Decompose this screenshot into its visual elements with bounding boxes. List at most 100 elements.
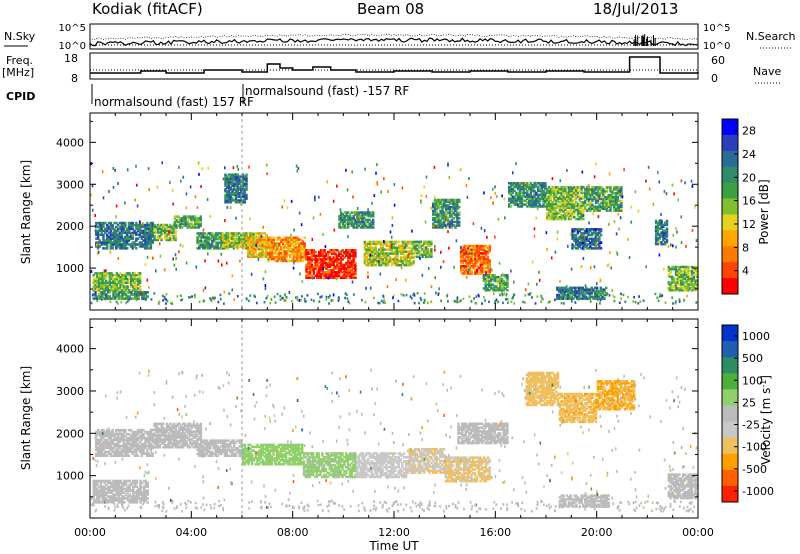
heatmap-cell bbox=[252, 240, 255, 243]
heatmap-cell bbox=[131, 221, 134, 225]
heatmap-cell bbox=[92, 285, 95, 288]
heatmap-cell bbox=[241, 245, 245, 248]
heatmap-cell bbox=[227, 199, 231, 202]
heatmap-cell bbox=[241, 234, 245, 237]
heatmap-cell bbox=[96, 231, 100, 235]
noise-cell bbox=[296, 169, 299, 173]
heatmap-cell bbox=[318, 267, 321, 270]
heatmap-cell bbox=[433, 213, 437, 216]
heatmap-cell bbox=[310, 260, 314, 263]
heatmap-cell bbox=[250, 232, 254, 235]
heatmap-cell bbox=[123, 293, 126, 296]
heatmap-cell bbox=[220, 236, 223, 239]
ground-scatter-cell bbox=[301, 295, 303, 298]
nsky-traces bbox=[89, 33, 699, 47]
heatmap-cell bbox=[350, 254, 354, 257]
noise-cell bbox=[444, 224, 446, 228]
heatmap-cell bbox=[417, 251, 421, 255]
heatmap-cell bbox=[366, 213, 370, 216]
noise-cell bbox=[352, 195, 354, 199]
heatmap-cell bbox=[374, 252, 377, 255]
heatmap-cell bbox=[292, 238, 296, 241]
heatmap-cell bbox=[378, 263, 381, 267]
heatmap-cell bbox=[365, 256, 368, 259]
heatmap-cell bbox=[118, 243, 122, 246]
heatmap-cell bbox=[290, 242, 294, 245]
heatmap-cell bbox=[137, 279, 140, 283]
heatmap-cell bbox=[140, 223, 144, 227]
noise-cell bbox=[339, 208, 342, 212]
heatmap-cell bbox=[234, 190, 238, 193]
noise-cell bbox=[658, 239, 661, 243]
heatmap-cell bbox=[463, 272, 466, 275]
ground-scatter-cell bbox=[511, 297, 514, 300]
heatmap-cell bbox=[345, 226, 348, 229]
heatmap-cell bbox=[214, 245, 218, 248]
heatmap-cell bbox=[468, 257, 472, 261]
heatmap-cell bbox=[137, 295, 140, 298]
heatmap-cell bbox=[192, 224, 195, 227]
heatmap-cell bbox=[296, 240, 299, 243]
heatmap-cell bbox=[226, 182, 229, 186]
heatmap-cell bbox=[299, 259, 303, 263]
heatmap-cell bbox=[392, 262, 396, 265]
heatmap-cell bbox=[212, 237, 216, 241]
heatmap-cell bbox=[200, 234, 203, 237]
noise-cell bbox=[311, 276, 314, 280]
heatmap-cell bbox=[245, 193, 248, 197]
heatmap-cell bbox=[296, 248, 299, 251]
heatmap-cell bbox=[303, 257, 306, 261]
heatmap-cell bbox=[196, 241, 199, 244]
heatmap-cell bbox=[133, 289, 136, 292]
heatmap-cell bbox=[269, 252, 272, 255]
heatmap-cell bbox=[199, 222, 203, 226]
noise-cell bbox=[490, 196, 492, 200]
heatmap-cell bbox=[321, 250, 325, 254]
heatmap-cell bbox=[111, 225, 114, 229]
heatmap-cell bbox=[309, 269, 312, 272]
heatmap-cell bbox=[113, 231, 116, 235]
heatmap-cell bbox=[396, 254, 399, 257]
heatmap-cell bbox=[92, 277, 95, 281]
heatmap-cell bbox=[345, 211, 348, 214]
heatmap-cell bbox=[245, 195, 248, 198]
power-heatmap-cells bbox=[90, 113, 699, 310]
heatmap-cell bbox=[265, 251, 268, 255]
heatmap-cell bbox=[240, 236, 243, 239]
heatmap-cell bbox=[441, 217, 444, 220]
heatmap-cell bbox=[348, 252, 352, 256]
heatmap-cell bbox=[339, 267, 343, 270]
ground-scatter-cell bbox=[410, 297, 413, 300]
heatmap-cell bbox=[383, 262, 386, 265]
heatmap-cell bbox=[401, 262, 405, 265]
heatmap-cell bbox=[97, 277, 101, 281]
heatmap-cell bbox=[443, 200, 446, 203]
heatmap-cell bbox=[441, 226, 444, 229]
heatmap-cell bbox=[437, 224, 441, 227]
heatmap-cell bbox=[101, 291, 104, 294]
heatmap-cell bbox=[445, 217, 448, 220]
heatmap-cell bbox=[374, 240, 377, 244]
heatmap-cell bbox=[224, 188, 227, 191]
heatmap-cell bbox=[463, 257, 466, 261]
heatmap-cell bbox=[118, 231, 122, 235]
heatmap-cell bbox=[214, 237, 218, 241]
heatmap-cell bbox=[269, 246, 272, 249]
heatmap-cell bbox=[151, 233, 154, 236]
heatmap-cell bbox=[405, 258, 408, 261]
heatmap-cell bbox=[120, 243, 124, 246]
heatmap-cell bbox=[224, 179, 227, 182]
heatmap-cell bbox=[126, 274, 129, 277]
heatmap-cell bbox=[243, 188, 247, 191]
heatmap-cell bbox=[149, 245, 153, 248]
heatmap-cell bbox=[243, 191, 247, 195]
heatmap-cell bbox=[290, 257, 294, 261]
heatmap-cell bbox=[173, 215, 177, 218]
heatmap-cell bbox=[318, 276, 321, 279]
heatmap-cell bbox=[149, 233, 153, 236]
heatmap-cell bbox=[184, 215, 188, 218]
heatmap-cell bbox=[116, 229, 120, 233]
heatmap-cell bbox=[401, 252, 405, 255]
heatmap-cell bbox=[100, 241, 103, 244]
heatmap-cell bbox=[350, 220, 354, 224]
